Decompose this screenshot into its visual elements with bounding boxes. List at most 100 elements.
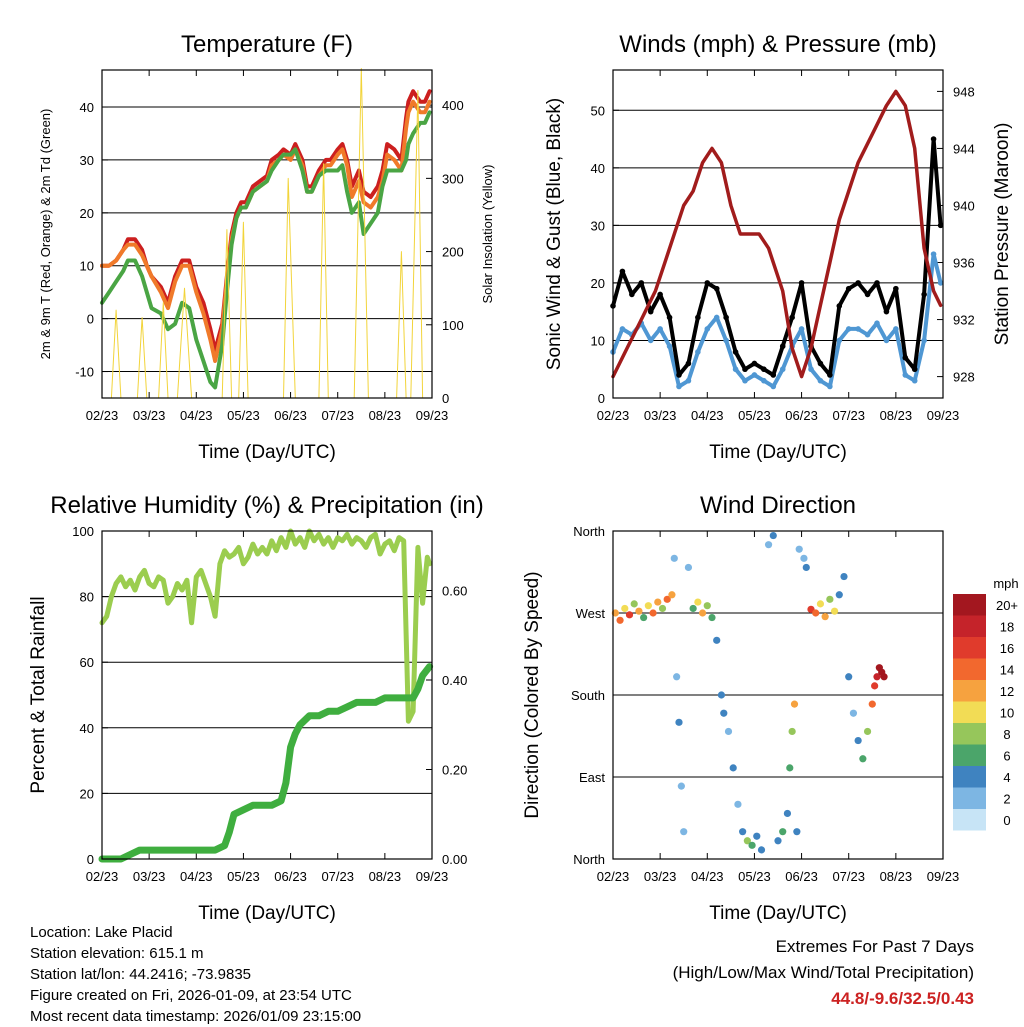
humidity_precip-xtick-label: 08/23 xyxy=(369,869,402,884)
winds_pressure-point-sonic-wind xyxy=(817,377,824,384)
temperature-ytick-right-label: 400 xyxy=(442,98,464,113)
winds_pressure-point-gust xyxy=(761,366,767,373)
wind_direction-legend-label: 10 xyxy=(1000,706,1014,721)
humidity_precip-ytick-label: 60 xyxy=(80,655,94,670)
wind_direction-point xyxy=(649,609,657,617)
wind_direction-legend-swatch xyxy=(953,723,986,745)
winds_pressure-point-gust xyxy=(845,285,852,292)
wind_direction-legend-label: 20+ xyxy=(996,598,1018,613)
wind_direction-point xyxy=(880,673,888,681)
winds_pressure-point-sonic-wind xyxy=(761,377,767,384)
wind_direction-point xyxy=(863,727,872,736)
winds_pressure-xtick-label: 02/23 xyxy=(597,408,630,423)
wind_direction-point xyxy=(812,609,820,617)
winds_pressure-point-sonic-wind xyxy=(827,383,833,390)
temperature-ytick-right-label: 200 xyxy=(442,245,464,260)
winds_pressure-point-sonic-wind xyxy=(930,251,937,257)
wind_direction-point xyxy=(625,611,634,619)
winds_pressure-point-sonic-wind xyxy=(704,326,711,332)
wind_direction-xtick-label: 04/23 xyxy=(691,869,724,884)
winds_pressure-point-gust xyxy=(723,314,729,321)
winds_pressure-xtick-label: 09/23 xyxy=(927,408,960,423)
wind_direction-point xyxy=(668,591,676,599)
winds_pressure-point-sonic-wind xyxy=(937,280,944,286)
winds_pressure-point-gust xyxy=(864,291,871,298)
temperature-xtick-label: 06/23 xyxy=(274,408,307,423)
winds_pressure-point-gust xyxy=(676,372,682,378)
winds_pressure-xlabel: Time (Day/UTC) xyxy=(709,442,847,463)
temperature-xlabel: Time (Day/UTC) xyxy=(198,442,336,463)
wind_direction-point xyxy=(673,673,681,681)
temperature-xtick-label: 03/23 xyxy=(133,408,166,423)
wind_direction-ytick-label: North xyxy=(573,852,605,867)
winds_pressure-point-sonic-wind xyxy=(836,337,843,344)
winds_pressure-ylabel-right: Station Pressure (Maroon) xyxy=(992,123,1013,346)
wind_direction-point xyxy=(835,591,843,599)
wind_direction-legend-label: 18 xyxy=(1000,620,1014,635)
wind_direction-legend-label: 14 xyxy=(1000,663,1014,678)
temperature-ytick-label: -10 xyxy=(75,365,94,380)
wind_direction-legend-swatch xyxy=(953,701,986,723)
winds_pressure-xtick-label: 05/23 xyxy=(738,408,771,423)
winds_pressure-xtick-label: 06/23 xyxy=(785,408,818,423)
winds_pressure-ylabel: Sonic Wind & Gust (Blue, Black) xyxy=(544,98,565,370)
wind_direction-legend-swatch xyxy=(953,594,986,616)
temperature-title: Temperature (F) xyxy=(181,31,353,58)
wind_direction-legend-label: 12 xyxy=(1000,684,1014,699)
wind_direction-legend-swatch xyxy=(953,744,986,766)
winds_pressure-point-sonic-wind xyxy=(676,383,682,390)
figure-created: Figure created on Fri, 2026-01-09, at 23… xyxy=(30,987,352,1004)
winds_pressure-point-gust xyxy=(770,372,777,378)
wind_direction-legend-label: 0 xyxy=(1003,813,1010,828)
winds_pressure-point-gust xyxy=(836,303,843,309)
winds_pressure-point-gust xyxy=(798,280,805,286)
extremes-values: 44.8/-9.6/32.5/0.43 xyxy=(831,989,974,1008)
winds_pressure-ytick-label: 0 xyxy=(598,391,605,406)
winds_pressure-point-sonic-wind xyxy=(845,326,852,332)
winds_pressure-point-gust xyxy=(789,314,795,321)
wind_direction-point xyxy=(703,602,711,610)
winds_pressure-point-gust xyxy=(638,280,645,286)
wind_direction-point xyxy=(802,563,810,572)
humidity_precip-ytick-label: 40 xyxy=(80,721,94,736)
wind_direction-point xyxy=(790,700,799,708)
extremes-panel: Extremes For Past 7 Days (High/Low/Max W… xyxy=(673,934,974,1012)
winds_pressure-point-sonic-wind xyxy=(874,320,880,326)
wind_direction-point xyxy=(635,607,643,615)
winds_pressure-point-sonic-wind xyxy=(695,349,701,355)
temperature-series-9m-t xyxy=(100,99,432,363)
wind_direction-point xyxy=(663,595,671,603)
wind_direction-point xyxy=(616,616,624,624)
winds_pressure-ytick-right-label: 940 xyxy=(953,198,975,213)
wind_direction-point xyxy=(830,607,839,615)
wind_direction-point xyxy=(621,604,629,613)
wind_direction-point xyxy=(743,837,751,845)
temperature-ytick-label: 30 xyxy=(80,153,94,168)
winds_pressure-point-gust xyxy=(666,314,673,321)
station-location: Location: Lake Placid xyxy=(30,924,173,941)
wind_direction-point xyxy=(764,541,773,549)
wind_direction-xtick-label: 09/23 xyxy=(927,869,960,884)
wind_direction-point xyxy=(644,602,652,610)
winds_pressure-point-sonic-wind xyxy=(779,366,786,373)
winds_pressure-point-sonic-wind xyxy=(798,326,805,332)
wind_direction-xtick-label: 08/23 xyxy=(880,869,913,884)
humidity_precip-ytick-label: 20 xyxy=(80,786,94,801)
wind_direction-point xyxy=(826,595,834,603)
humidity_precip-xtick-label: 04/23 xyxy=(180,869,213,884)
wind_direction-point xyxy=(654,598,662,606)
temperature-ytick-label: 10 xyxy=(80,259,94,274)
wind_direction-point xyxy=(793,828,801,836)
station-elevation: Station elevation: 615.1 m xyxy=(30,945,204,962)
temperature-series-2m-td xyxy=(100,110,432,390)
wind_direction-point xyxy=(800,554,808,562)
station-info: Location: Lake Placid Station elevation:… xyxy=(30,922,361,1027)
wind_direction-point xyxy=(708,613,716,622)
winds_pressure-xtick-label: 08/23 xyxy=(880,408,913,423)
humidity_precip-ytick-right-label: 0.60 xyxy=(442,584,467,599)
humidity_precip-series-total-precipitation xyxy=(98,663,434,863)
wind_direction-legend-swatch xyxy=(953,658,986,680)
temperature-ytick-right-label: 300 xyxy=(442,171,464,186)
winds_pressure-point-gust xyxy=(827,372,833,378)
